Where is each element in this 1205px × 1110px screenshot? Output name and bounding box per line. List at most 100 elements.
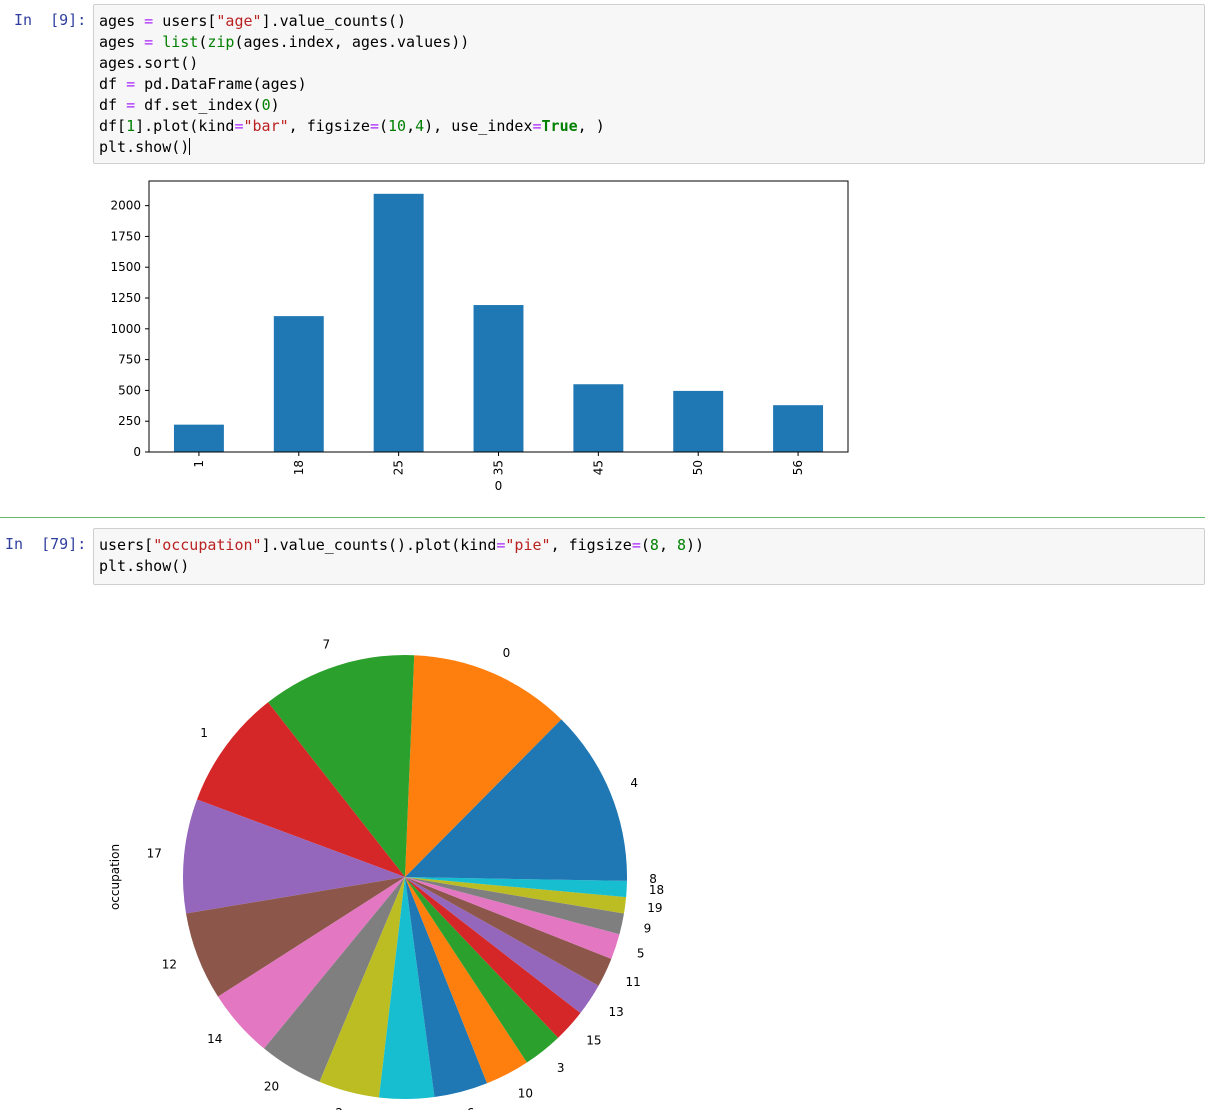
y-tick-label: 1750 [110,229,141,243]
code-token: df.set_index( [135,96,262,114]
code-token: ages [99,33,145,51]
code-token: ].value_counts().plot(kind [261,536,497,554]
code-token: = [234,117,244,135]
pie-slice-14 [217,877,405,1049]
bar-50 [673,390,724,452]
code-token: df [99,75,127,93]
cell-1-code-editor[interactable]: ages = users["age"].value_counts() ages =… [93,4,1205,164]
code-token: , ) [577,117,605,135]
pie-slice-2 [319,877,405,1098]
code-token [153,33,162,51]
cell-divider [0,517,1205,518]
pie-slice-7 [268,655,415,877]
pie-label: 6 [467,1106,475,1110]
code-token: , figsize [288,117,370,135]
pie-slice-15 [405,877,581,1038]
pie-slice-1 [196,702,405,877]
pie-label: 1 [200,726,208,740]
pie-label: 5 [637,947,645,961]
code-token: users[ [99,536,154,554]
code-line: ages = list(zip(ages.index, ages.values)… [99,32,1204,53]
pie-label: 18 [649,883,664,897]
code-token: ages.sort() [99,54,199,72]
code-line: df[1].plot(kind="bar", figsize=(10,4), u… [99,116,1204,137]
code-token: ( [378,117,388,135]
code-token: df[ [99,117,127,135]
x-axis-label: 0 [495,479,503,493]
y-tick-label: 1500 [110,260,141,274]
pie-label: 8 [649,872,657,886]
bar-45 [573,384,624,452]
code-token: True [541,117,578,135]
pie-label: 2 [335,1106,343,1110]
code-token: = [631,536,641,554]
code-token: 1 [126,117,136,135]
pie-slice-13 [405,877,599,1014]
code-token: = [144,12,154,30]
code-token: "bar" [243,117,289,135]
y-tick-label: 2000 [110,199,141,213]
code-token: = [369,117,379,135]
pie-slice-20 [264,877,405,1082]
plot-frame [148,180,849,453]
pie-slice-10 [405,877,527,1084]
pie-slice-19 [405,877,627,914]
code-token: pd.DataFrame(ages) [135,75,307,93]
pie-label: 3 [557,1061,565,1075]
pie-label: 9 [644,922,652,936]
y-tick-label: 1250 [110,291,141,305]
code-token: plt.show() [99,557,190,575]
pie-label: 15 [586,1034,601,1048]
code-token: = [126,96,136,114]
bar-1 [173,424,224,452]
code-token: users[ [153,12,217,30]
x-tick-label: 18 [292,460,306,475]
y-tick-label: 250 [118,414,141,428]
age-bar-chart: 1 18 25 35 45 50 56 0 250 500 750 1000 1250 1500 1750 2… [110,180,849,493]
pie-label: 7 [323,638,331,652]
cell-2-code-editor[interactable]: users["occupation"].value_counts().plot(… [93,528,1205,585]
pie-label: 14 [207,1032,222,1046]
code-token: list [162,33,199,51]
code-token: ].plot(kind [135,117,235,135]
code-token: = [496,536,506,554]
pie-label: 13 [609,1005,624,1019]
pie-label: 11 [625,975,640,989]
code-line: df = pd.DataFrame(ages) [99,74,1204,95]
pie-label: 0 [503,646,511,660]
code-line: ages = users["age"].value_counts() [99,11,1204,32]
bar-25 [373,193,424,452]
cell-1-prompt: In [9]: [14,11,87,29]
text-cursor [189,138,191,155]
pie-slice-12 [186,877,405,997]
code-token: "pie" [505,536,551,554]
pie-slice-11 [405,877,612,986]
code-token: df [99,96,127,114]
x-tick-label: 45 [591,460,605,475]
code-line: users["occupation"].value_counts().plot(… [99,535,1204,556]
code-token: = [126,75,136,93]
pie-slice-6 [405,877,488,1098]
pie-slice-9 [405,877,624,935]
x-tick-label: 50 [691,460,705,475]
code-token: (ages.index, ages.values)) [234,33,470,51]
y-tick-label: 1000 [110,322,141,336]
code-token: zip [207,33,235,51]
pie-label: 10 [518,1087,533,1101]
code-token: , [658,536,677,554]
code-line: df = df.set_index(0) [99,95,1204,116]
code-line: plt.show() [99,556,1204,577]
code-line: ages.sort() [99,53,1204,74]
code-token: 4 [415,117,425,135]
code-token: ages [99,12,145,30]
code-token: ) [270,96,280,114]
code-token: ].value_counts() [261,12,407,30]
bar-56 [773,405,824,452]
pie-label: 19 [647,901,662,915]
code-token: "occupation" [153,536,262,554]
y-tick-label: 750 [118,353,141,367]
y-tick-label: 0 [133,445,141,459]
x-tick-label: 25 [392,460,406,475]
y-tick-label: 500 [118,383,141,397]
code-line: plt.show() [99,137,1204,158]
